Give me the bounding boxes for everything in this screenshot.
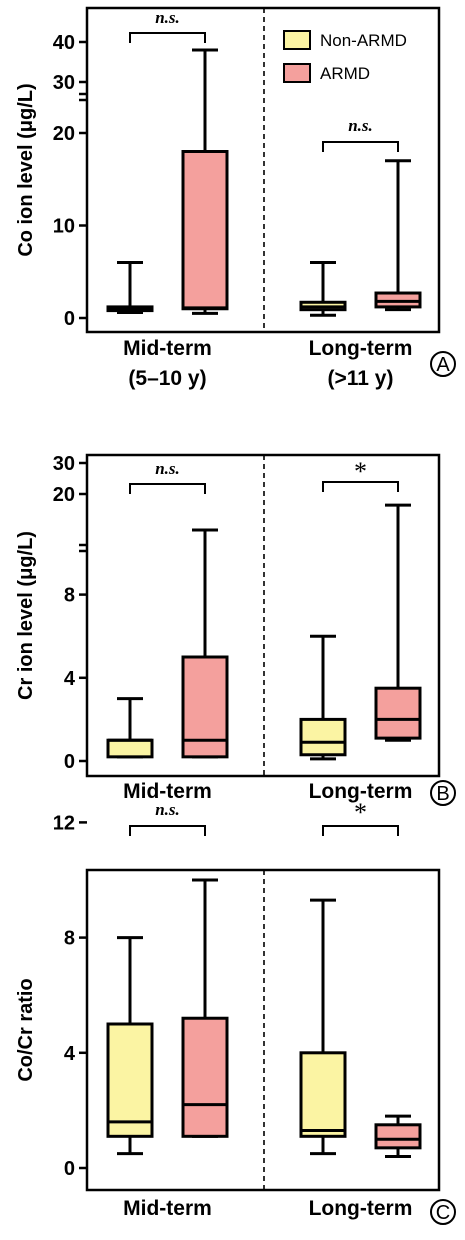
significance-label: n.s.: [348, 116, 373, 135]
box-armd: [181, 150, 229, 311]
legend-swatch-armd: [283, 63, 311, 83]
y-axis-label: Co/Cr ratio: [15, 978, 37, 1081]
panel-badge-label: C: [436, 1202, 450, 1224]
plot-frame: [85, 6, 441, 334]
y-tick-label: 8: [64, 585, 75, 607]
panel-b: 0 4 8 20 30 Cr ion level (μg/L) n.s. Mid-term * L…: [15, 453, 456, 806]
y-tick-label: 0: [64, 308, 75, 330]
x-category-label: Long-term: [309, 780, 413, 803]
y-tick-label: 40: [53, 32, 75, 54]
significance-label: n.s.: [155, 8, 180, 27]
panel-badge-label: B: [436, 783, 449, 805]
legend-label: ARMD: [320, 64, 370, 83]
significance-bracket: [129, 483, 206, 494]
legend-label: Non-ARMD: [320, 31, 407, 50]
plot-frame: [85, 868, 441, 1192]
x-category-label: (>11 y): [328, 367, 394, 390]
significance-label: *: [354, 798, 367, 827]
legend-swatch-non-armd: [283, 30, 311, 50]
x-category-label: Long-term: [309, 337, 413, 360]
significance-bracket: [322, 825, 399, 836]
y-tick-label: 30: [53, 453, 75, 475]
y-tick-label: 20: [53, 123, 75, 145]
significance-label: n.s.: [155, 800, 180, 819]
box-non-armd: [106, 738, 154, 759]
x-category-label: (5–10 y): [128, 367, 206, 390]
y-tick-label: 8: [64, 928, 75, 950]
y-tick-label: 4: [64, 668, 76, 690]
significance-bracket: [322, 141, 399, 152]
plot-frame: [85, 453, 441, 778]
significance-bracket: [322, 481, 399, 492]
panel-badge-label: A: [436, 354, 450, 376]
significance-bracket: [129, 32, 206, 43]
box-non-armd: [299, 1051, 347, 1138]
y-tick-label: 30: [53, 72, 75, 94]
significance-label: n.s.: [155, 459, 180, 478]
y-tick-label: 0: [64, 751, 75, 773]
y-tick-label: 20: [53, 484, 75, 506]
significance-label: *: [354, 457, 367, 486]
panel-badge: [430, 351, 456, 377]
box-armd: [374, 686, 422, 740]
y-axis-label: Cr ion level (μg/L): [15, 531, 37, 700]
y-tick-label: 4: [64, 1043, 76, 1065]
panel-badge: [430, 1199, 456, 1225]
box-armd: [181, 1016, 229, 1138]
x-category-label: Long-term: [309, 1197, 413, 1220]
panel-a: 0 10 20 30 40 Co ion level (μg/L) n.s. Mid-term…: [15, 6, 456, 390]
y-tick-label: 0: [64, 1158, 75, 1180]
panel-badge: [430, 780, 456, 806]
box-armd: [374, 1123, 422, 1150]
y-axis-label: Co ion level (μg/L): [15, 83, 37, 256]
legend: Non-ARMD ARMD: [283, 30, 407, 83]
y-tick-label: 12: [53, 812, 75, 834]
x-category-label: Mid-term: [123, 1197, 212, 1220]
x-category-label: Mid-term: [123, 780, 212, 803]
y-tick-label: 10: [53, 216, 75, 238]
x-category-label: Mid-term: [123, 337, 212, 360]
box-non-armd: [106, 1022, 154, 1138]
box-armd: [181, 655, 229, 759]
panel-c: 0 4 8 12 Co/Cr ratio n.s. Mid-term * Long-term C: [15, 798, 456, 1225]
significance-bracket: [129, 825, 206, 836]
box-non-armd: [299, 717, 347, 757]
